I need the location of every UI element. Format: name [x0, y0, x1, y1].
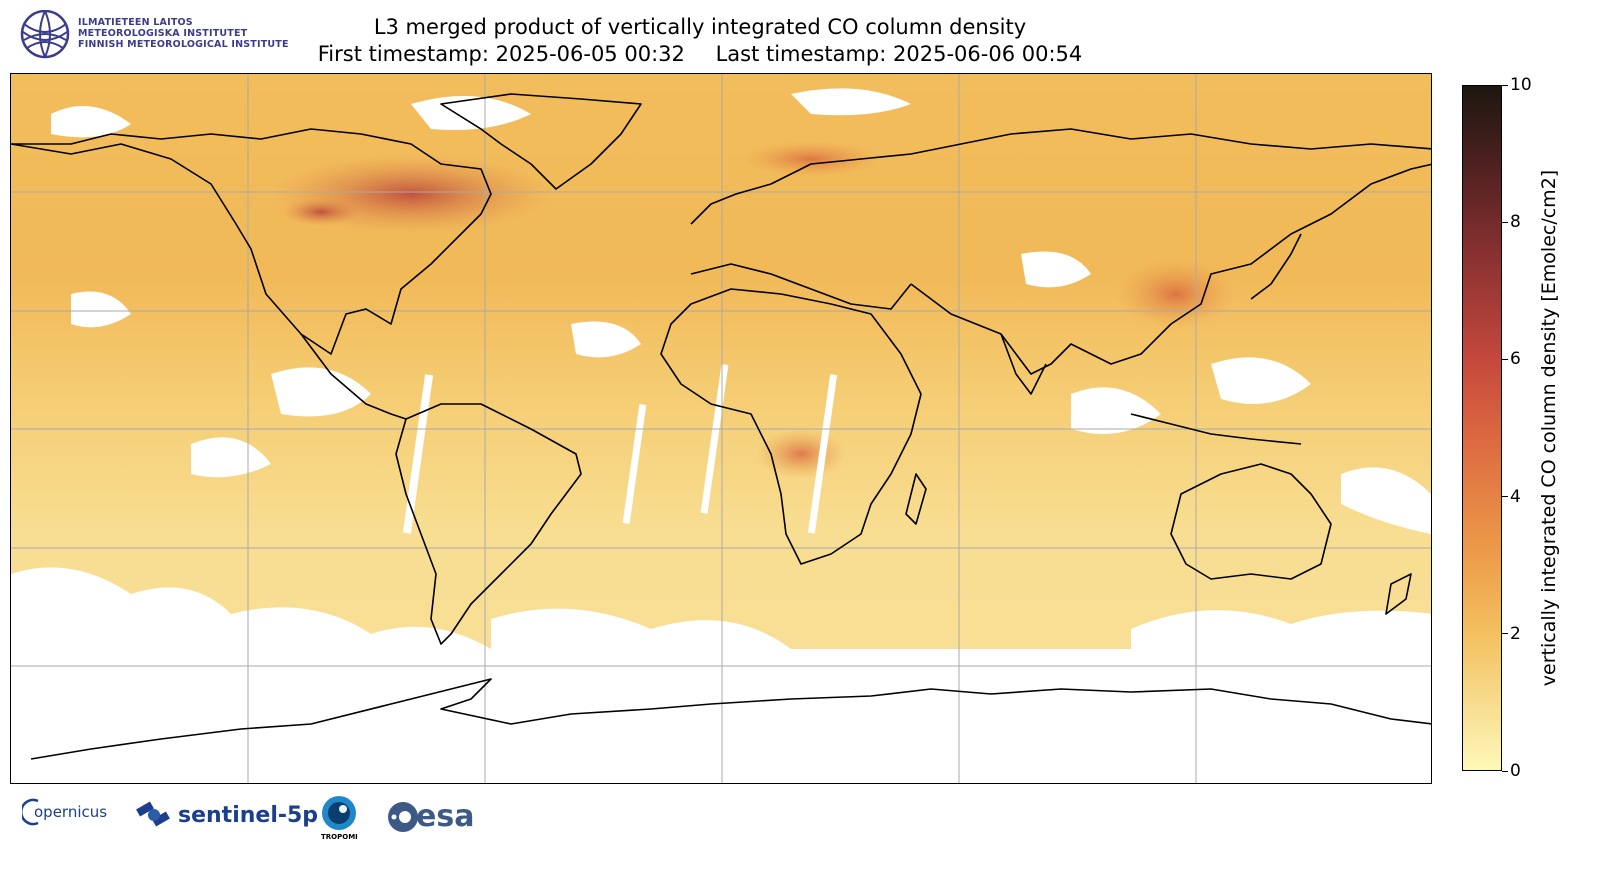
- title-timestamps: First timestamp: 2025-06-05 00:32 Last t…: [200, 41, 1200, 68]
- fmi-globe-icon: [20, 9, 70, 59]
- copernicus-text: opernicus: [34, 803, 108, 821]
- coast-indonesia: [1130, 413, 1302, 445]
- colorbar: [1462, 85, 1502, 771]
- co-hotspot-africa: [756, 429, 846, 479]
- map-title: L3 merged product of vertically integrat…: [200, 14, 1200, 68]
- copernicus-icon: [22, 798, 39, 826]
- tropomi-eye-icon: [322, 796, 356, 830]
- colorbar-tick: [1502, 358, 1508, 360]
- coast-central-america: [300, 333, 407, 420]
- coast-asia: [910, 163, 1431, 375]
- fmi-line3: FINNISH METEOROLOGICAL INSTITUTE: [78, 39, 289, 50]
- world-map: [10, 73, 1432, 784]
- coast-greenland: [440, 93, 642, 190]
- coast-australia: [1170, 463, 1332, 580]
- coast-europe: [690, 128, 1431, 225]
- coastlines: [11, 93, 1431, 760]
- esa-text: esa: [416, 799, 475, 834]
- sentinel-text: sentinel-5p: [178, 803, 319, 828]
- title-line1: L3 merged product of vertically integrat…: [373, 15, 1027, 39]
- colorbar-tick: [1502, 84, 1508, 86]
- colorbar-tick-label: 0: [1510, 761, 1521, 781]
- esa-icon: [388, 802, 418, 832]
- last-timestamp: Last timestamp: 2025-06-06 00:54: [715, 42, 1083, 66]
- colorbar-tick-label: 2: [1510, 623, 1521, 644]
- co-hotspot-china: [1116, 259, 1236, 329]
- fmi-logo: [20, 9, 310, 60]
- colorbar-tick-label: 6: [1510, 349, 1521, 370]
- missing-data: [11, 88, 1431, 783]
- first-timestamp: First timestamp: 2025-06-05 00:32: [317, 42, 685, 66]
- colorbar-tick-label: 8: [1510, 212, 1521, 233]
- coast-india: [1000, 333, 1047, 395]
- colorbar-label: vertically integrated CO column density …: [1538, 169, 1560, 687]
- coast-new-zealand: [1385, 573, 1412, 615]
- tropomi-text: TROPOMI: [321, 833, 358, 841]
- coast-japan: [1250, 233, 1302, 300]
- fmi-line2: METEOROLOGISKA INSTITUTET: [78, 28, 248, 39]
- satellite-icon: [136, 801, 170, 827]
- coast-south-america: [395, 403, 582, 645]
- map-canvas: [11, 74, 1431, 783]
- coast-antarctica: [30, 678, 1431, 760]
- co-hotspot-europe: [741, 141, 881, 177]
- colorbar-tick: [1502, 496, 1508, 498]
- co-hotspot-west: [281, 198, 361, 226]
- fmi-line1: ILMATIETEEN LAITOS: [78, 17, 193, 28]
- colorbar-tick-label: 4: [1510, 486, 1521, 507]
- coast-mediterranean: [690, 263, 912, 310]
- colorbar-tick: [1502, 633, 1508, 635]
- fmi-text: ILMATIETEEN LAITOS METEOROLOGISKA INSTIT…: [78, 17, 289, 50]
- colorbar-tick: [1502, 770, 1508, 772]
- coast-north-america: [11, 128, 492, 355]
- coast-africa: [660, 288, 922, 565]
- graticule: [11, 74, 1431, 783]
- colorbar-tick: [1502, 221, 1508, 223]
- colorbar-tick-label: 10: [1510, 75, 1532, 95]
- coast-madagascar: [905, 473, 927, 525]
